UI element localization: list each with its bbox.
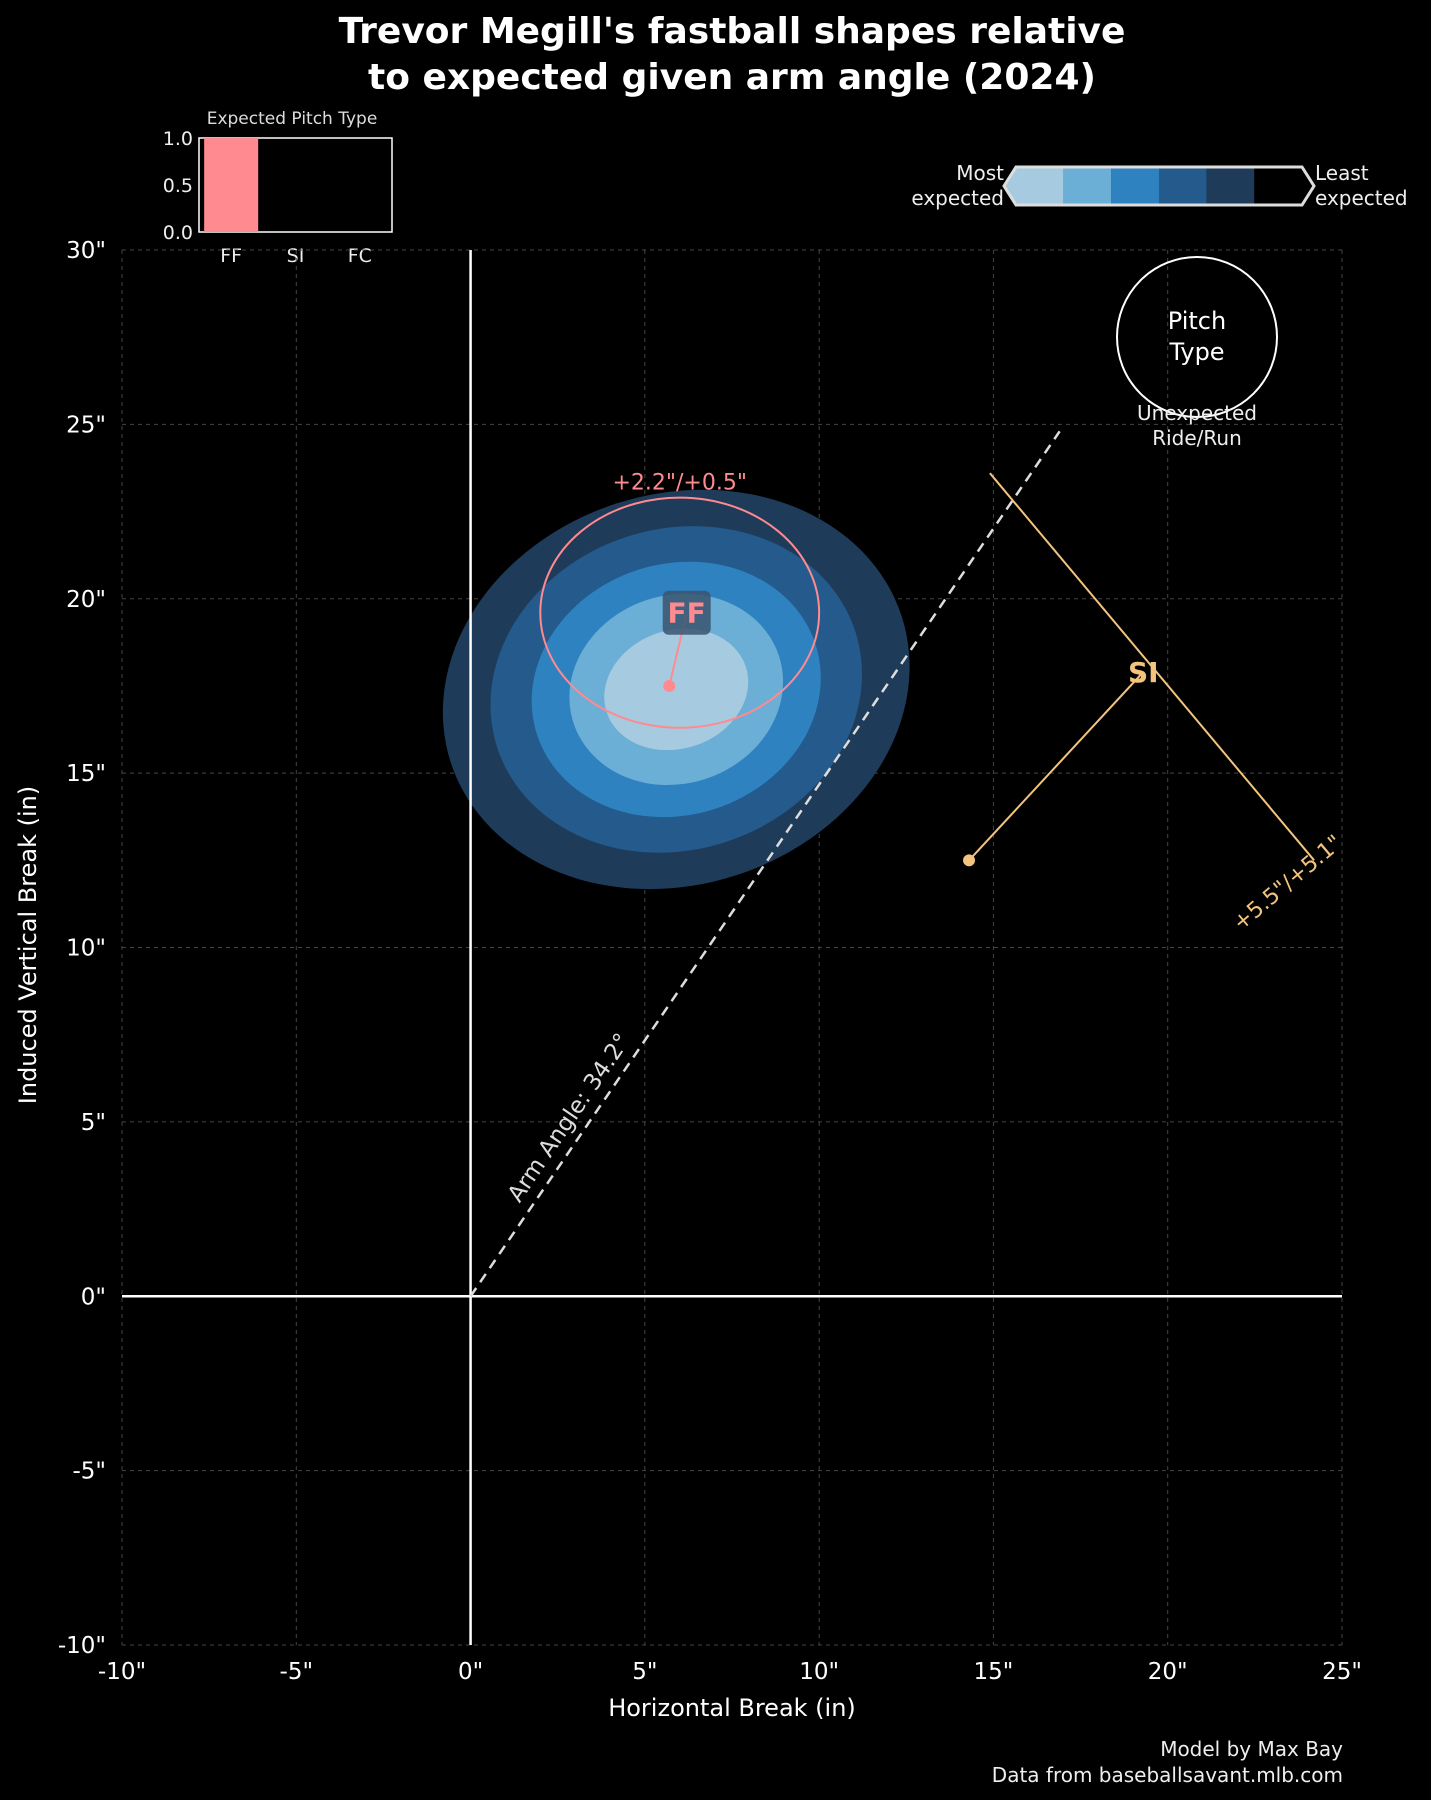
y-tick-label: -10" xyxy=(58,1633,106,1659)
colorbar-segment xyxy=(1254,167,1302,205)
colorbar-left-cap xyxy=(1004,167,1016,205)
inset-y-tick: 0.5 xyxy=(163,175,193,197)
credits-line2: Data from baseballsavant.mlb.com xyxy=(992,1763,1343,1787)
y-tick-label: 15" xyxy=(66,761,106,787)
colorbar-right-label-line2: expected xyxy=(1315,186,1408,210)
arm-angle-line xyxy=(469,430,1061,1297)
y-axis-label: Induced Vertical Break (in) xyxy=(14,786,42,1104)
x-tick-label: 20" xyxy=(1148,1659,1188,1685)
inset-category-label: FC xyxy=(348,245,372,267)
x-tick-label: -5" xyxy=(280,1659,314,1685)
legend-below-line1: Unexpected xyxy=(1137,401,1257,425)
pitch-type-legend: Pitch Type Unexpected Ride/Run xyxy=(1116,256,1278,450)
inset-y-tick: 0.0 xyxy=(163,222,193,244)
expected-contours xyxy=(442,489,910,890)
colorbar-segment xyxy=(1159,167,1207,205)
y-tick-label: 20" xyxy=(66,587,106,613)
colorbar-legend: Most expected Least expected xyxy=(911,161,1407,210)
legend-circle-line1: Pitch xyxy=(1168,307,1226,335)
colorbar-segment xyxy=(1206,167,1255,205)
pitch-expected-dot xyxy=(663,679,676,692)
pitch-connector xyxy=(968,671,1145,861)
x-axis-label: Horizontal Break (in) xyxy=(608,1694,856,1722)
inset-frame xyxy=(198,137,393,233)
inset-title: Expected Pitch Type xyxy=(207,109,378,129)
inset-category-label: SI xyxy=(287,245,305,267)
pitch-diff-label: +2.2"/+0.5" xyxy=(612,471,747,496)
colorbar-left-label-line1: Most xyxy=(956,161,1004,185)
colorbar-segment xyxy=(1063,167,1112,205)
colorbar-left-label-line2: expected xyxy=(911,186,1004,210)
pitch-label: SI xyxy=(1128,656,1159,689)
x-tick-label: 25" xyxy=(1322,1659,1362,1685)
credits-line1: Model by Max Bay xyxy=(1160,1737,1343,1761)
colorbar-right-cap xyxy=(1302,167,1314,205)
x-tick-label: 0" xyxy=(458,1659,483,1685)
pitch-ff: +2.2"/+0.5" FF xyxy=(539,471,821,729)
y-tick-label: 0" xyxy=(81,1284,106,1310)
pitch-ride-circle xyxy=(539,496,821,729)
legend-below-line2: Ride/Run xyxy=(1152,426,1242,450)
pitch-label: FF xyxy=(668,597,706,630)
colorbar-segment xyxy=(1016,167,1064,205)
inset-bar xyxy=(204,138,259,232)
y-tick-label: 10" xyxy=(66,936,106,962)
y-tick-label: 30" xyxy=(66,238,106,264)
pitch-label-box xyxy=(662,590,711,635)
x-tick-label: -10" xyxy=(98,1659,146,1685)
chart-title-line2: to expected given arm angle (2024) xyxy=(368,57,1096,98)
inset-category-label: FF xyxy=(220,245,242,267)
inset-y-tick: 1.0 xyxy=(163,128,193,150)
y-tick-label: 25" xyxy=(66,412,106,438)
pitch-run-line xyxy=(989,472,1315,861)
x-tick-label: 10" xyxy=(799,1659,839,1685)
legend-circle-line2: Type xyxy=(1168,338,1224,366)
legend-circle xyxy=(1116,256,1278,418)
y-tick-label: -5" xyxy=(72,1459,106,1485)
axis-ticks: -10" -5" 0" 5" 10" 15" 20" 25" -10" -5" 0" 5" 10" 15"… xyxy=(58,238,1362,1685)
zero-axes xyxy=(122,250,1342,1645)
expected-contour-band xyxy=(604,628,749,751)
colorbar xyxy=(1002,165,1316,207)
colorbar-outline xyxy=(1002,165,1316,207)
chart-title-line1: Trevor Megill's fastball shapes relative xyxy=(339,11,1126,52)
pitch-expected-dot xyxy=(963,854,976,867)
colorbar-segment xyxy=(1111,167,1159,205)
x-tick-label: 15" xyxy=(973,1659,1013,1685)
x-tick-label: 5" xyxy=(632,1659,657,1685)
colorbar-right-label-line1: Least xyxy=(1315,161,1369,185)
y-tick-label: 5" xyxy=(81,1110,106,1136)
